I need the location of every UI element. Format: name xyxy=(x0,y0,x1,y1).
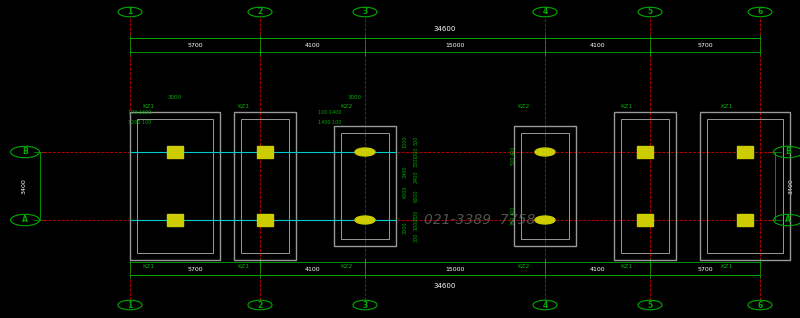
Bar xyxy=(130,112,220,260)
Text: 3400: 3400 xyxy=(789,178,794,194)
Text: 4: 4 xyxy=(542,8,548,17)
Text: KZ1: KZ1 xyxy=(721,265,733,269)
Text: 1: 1 xyxy=(127,301,133,309)
Bar xyxy=(637,214,653,226)
Bar xyxy=(614,112,676,260)
Text: KZ1: KZ1 xyxy=(621,105,633,109)
Text: 300: 300 xyxy=(414,232,418,242)
Text: 500: 500 xyxy=(414,209,418,219)
Text: 5700: 5700 xyxy=(187,43,203,48)
Text: 5700: 5700 xyxy=(697,43,713,48)
Bar xyxy=(257,214,273,226)
Text: KZ1: KZ1 xyxy=(238,105,250,109)
Text: 400: 400 xyxy=(510,205,515,215)
Text: KZ1: KZ1 xyxy=(142,265,155,269)
Text: B: B xyxy=(22,148,28,156)
Bar xyxy=(241,119,289,253)
Text: 5: 5 xyxy=(647,301,653,309)
Text: 6500: 6500 xyxy=(402,186,407,198)
Text: 4100: 4100 xyxy=(305,267,320,272)
Text: 15000: 15000 xyxy=(446,43,465,48)
Text: 021-3389  7758: 021-3389 7758 xyxy=(424,213,536,227)
Text: 500: 500 xyxy=(510,155,515,165)
Text: 34600: 34600 xyxy=(434,283,456,289)
Text: KZ2: KZ2 xyxy=(341,265,353,269)
Bar xyxy=(137,119,213,253)
Text: B: B xyxy=(785,148,791,156)
Text: 3400: 3400 xyxy=(402,166,407,178)
Circle shape xyxy=(355,148,375,156)
Text: KZ1: KZ1 xyxy=(621,265,633,269)
Text: KZ2: KZ2 xyxy=(518,265,530,269)
Text: 100 1600: 100 1600 xyxy=(128,110,152,115)
Bar xyxy=(341,133,389,239)
Text: 4100: 4100 xyxy=(590,43,606,48)
Text: 1: 1 xyxy=(127,8,133,17)
Text: A: A xyxy=(22,216,28,225)
Circle shape xyxy=(535,216,555,224)
Text: 15000: 15000 xyxy=(446,267,465,272)
Bar xyxy=(700,112,790,260)
Bar xyxy=(637,146,653,158)
Text: 1000: 1000 xyxy=(414,147,418,159)
Bar xyxy=(737,214,753,226)
Text: 4100: 4100 xyxy=(590,267,606,272)
Text: KZ1: KZ1 xyxy=(721,105,733,109)
Text: 3000: 3000 xyxy=(402,222,407,234)
Text: 4100: 4100 xyxy=(305,43,320,48)
Text: 500: 500 xyxy=(414,135,418,145)
Text: 5700: 5700 xyxy=(187,267,203,272)
Bar xyxy=(334,126,396,246)
Text: 6500: 6500 xyxy=(414,190,418,202)
Text: 1500: 1500 xyxy=(402,136,407,148)
Text: 3000: 3000 xyxy=(168,95,182,100)
Bar xyxy=(707,119,783,253)
Text: 2: 2 xyxy=(258,301,262,309)
Bar xyxy=(737,146,753,158)
Text: 6: 6 xyxy=(758,8,762,17)
Bar xyxy=(257,146,273,158)
Text: KZ1: KZ1 xyxy=(142,105,155,109)
Bar xyxy=(167,146,183,158)
Text: 3: 3 xyxy=(362,8,368,17)
Text: 34600: 34600 xyxy=(434,26,456,32)
Bar xyxy=(234,112,296,260)
Bar xyxy=(621,119,669,253)
Text: 5: 5 xyxy=(647,8,653,17)
Text: 5700: 5700 xyxy=(697,267,713,272)
Text: 2: 2 xyxy=(258,8,262,17)
Text: 400: 400 xyxy=(510,145,515,155)
Text: KZ2: KZ2 xyxy=(341,105,353,109)
Text: 6: 6 xyxy=(758,301,762,309)
Text: 1400 100: 1400 100 xyxy=(318,120,342,125)
Text: A: A xyxy=(785,216,791,225)
Text: 3: 3 xyxy=(362,301,368,309)
Bar xyxy=(514,126,576,246)
Text: 1000: 1000 xyxy=(414,218,418,230)
Text: 4: 4 xyxy=(542,301,548,309)
Text: 3400: 3400 xyxy=(22,178,26,194)
Bar xyxy=(521,133,569,239)
Text: 1200 100: 1200 100 xyxy=(128,120,152,125)
Text: 300: 300 xyxy=(414,157,418,167)
Circle shape xyxy=(535,148,555,156)
Text: 100 1400: 100 1400 xyxy=(318,110,342,115)
Circle shape xyxy=(355,216,375,224)
Text: KZ2: KZ2 xyxy=(518,105,530,109)
Text: 3000: 3000 xyxy=(348,95,362,100)
Text: KZ1: KZ1 xyxy=(238,265,250,269)
Bar xyxy=(167,214,183,226)
Text: 2400: 2400 xyxy=(414,171,418,183)
Text: 100: 100 xyxy=(510,215,515,225)
